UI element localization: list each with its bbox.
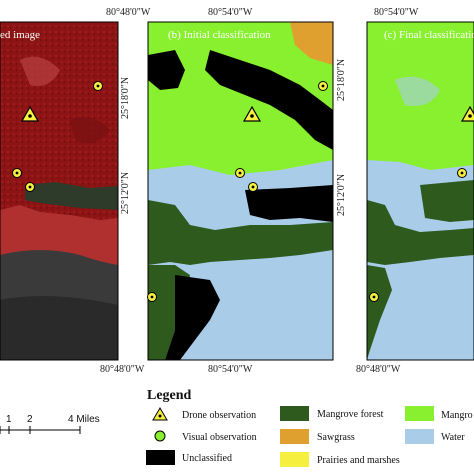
legend-item-prairies-and-marshes: Prairies and marshes [280, 452, 400, 467]
scale-tick-2: 2 [27, 414, 33, 425]
panel-b-title: (b) Initial classification [168, 29, 271, 41]
legend-item-water: Water [405, 429, 465, 444]
panel-c-title: (c) Final classification [384, 29, 474, 41]
legend-item-unclassified: Unclassified [146, 450, 232, 465]
legend-title: Legend [147, 388, 192, 403]
legend-label: Mangro [441, 410, 473, 421]
lat-12-label-a: 25°12'0"N [120, 172, 131, 214]
panel-a-title: (a) Infrared image [0, 29, 40, 41]
drone-observation-marker [20, 105, 40, 122]
legend-item-sawgrass: Sawgrass [280, 429, 355, 444]
visual-observation-marker [147, 292, 157, 302]
lat-18-label-a: 25°18'0"N [120, 77, 131, 119]
drone-observation-marker [242, 105, 262, 122]
panel-infrared [0, 22, 118, 360]
top-lon-label-b: 80°54'0"W [208, 7, 253, 18]
panel-initial-classification [148, 22, 333, 360]
visual-observation-marker [12, 168, 22, 178]
legend-item-mangrove-scrub: Mangro [405, 406, 473, 421]
panel-final-classification [367, 22, 474, 360]
visual-observation-marker [248, 182, 258, 192]
legend-label: Water [441, 432, 465, 443]
legend: Legend Drone observation Visual observat… [146, 388, 473, 467]
visual-observation-marker [235, 168, 245, 178]
legend-item-mangrove-forest: Mangrove forest [280, 406, 384, 421]
legend-label: Drone observation [182, 410, 256, 421]
visual-observation-marker [25, 182, 35, 192]
top-lon-label-a: 80°48'0"W [106, 7, 151, 18]
scale-tick-1: 1 [6, 414, 12, 425]
visual-observation-marker [93, 81, 103, 91]
lat-12-label-b: 25°12'0"N [336, 174, 347, 216]
legend-item-visual-observation: Visual observation [154, 430, 257, 443]
bottom-lon-label-a: 80°48'0"W [100, 364, 145, 375]
bottom-lon-label-b: 80°54'0"W [208, 364, 253, 375]
legend-item-drone-observation: Drone observation [152, 407, 256, 421]
bottom-lon-label-c: 80°48'0"W [356, 364, 401, 375]
legend-label: Unclassified [182, 453, 232, 464]
visual-observation-marker [318, 81, 328, 91]
scale-bar: 1 2 4 Miles [0, 414, 100, 434]
visual-observation-marker [369, 292, 379, 302]
legend-label: Prairies and marshes [317, 455, 400, 466]
observation-markers [12, 81, 474, 302]
scale-tick-4-miles: 4 Miles [68, 414, 100, 425]
drone-observation-marker [460, 105, 474, 122]
legend-label: Mangrove forest [317, 409, 384, 420]
lat-18-label-b: 25°18'0"N [336, 59, 347, 101]
legend-label: Sawgrass [317, 432, 355, 443]
legend-label: Visual observation [182, 432, 257, 443]
top-lon-label-c: 80°54'0"W [374, 7, 419, 18]
visual-observation-marker [457, 168, 467, 178]
